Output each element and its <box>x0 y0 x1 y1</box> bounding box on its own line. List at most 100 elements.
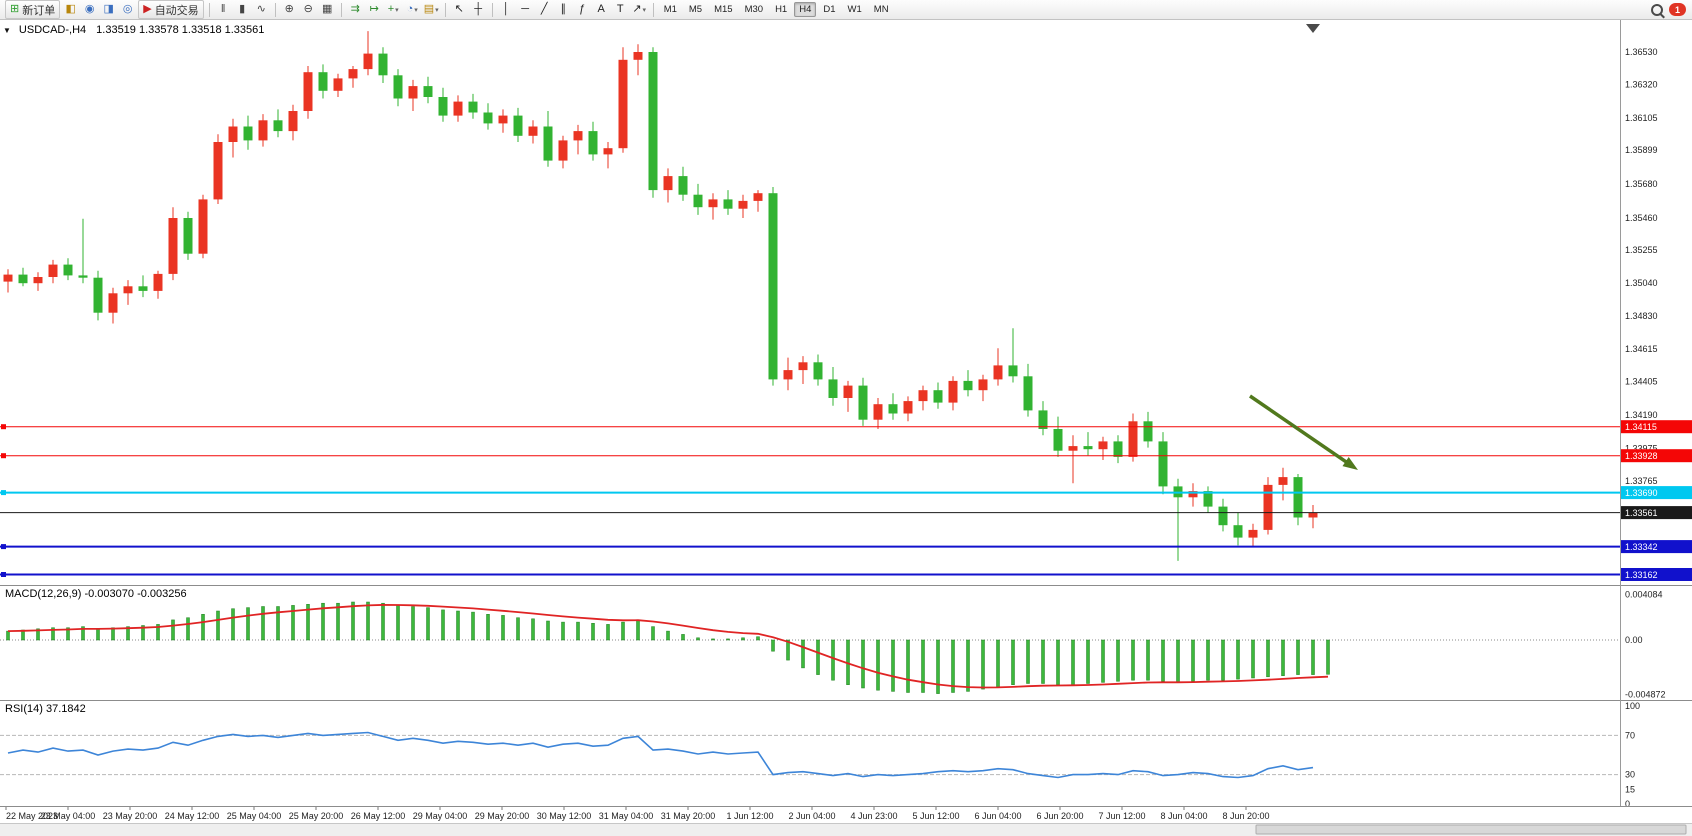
fibonacci-icon[interactable]: ƒ <box>574 1 591 18</box>
macd-indicator-label: MACD(12,26,9) -0.003070 -0.003256 <box>5 588 187 600</box>
toolbar-separator <box>208 2 210 17</box>
new-order-button[interactable]: ⊞ 新订单 <box>5 0 61 19</box>
search-icon[interactable] <box>1651 3 1663 16</box>
price-lines[interactable]: 1.34115 1.33928 1.33690 1.33561 1.33342 1.331… <box>0 420 1692 581</box>
horizontal-scrollbar[interactable] <box>0 823 1692 836</box>
navigator-icon: ◉ <box>84 3 95 15</box>
templates-icon[interactable]: ▤ ▾ <box>423 1 440 18</box>
strategy-tester-icon[interactable]: ◎ <box>119 1 136 18</box>
time-tick-label: 30 May 12:00 <box>537 811 592 821</box>
periods-icon: ◔ <box>406 3 414 15</box>
time-tick-label: 24 May 12:00 <box>165 811 220 821</box>
text-label-icon: T <box>616 3 624 15</box>
cursor-icon[interactable]: ↖ <box>451 1 468 18</box>
auto-scroll-icon[interactable]: ⇉ <box>347 1 364 18</box>
timeframe-m1[interactable]: M1 <box>663 4 677 15</box>
time-tick-label: 25 May 04:00 <box>227 811 282 821</box>
autotrading-button[interactable]: ▶ 自动交易 <box>138 0 204 19</box>
chart-shift-marker[interactable] <box>1306 24 1320 33</box>
macd-axis-label: -0.004872 <box>1625 689 1666 699</box>
macd-pane: 0.004084 0.00 -0.004872 <box>0 589 1666 699</box>
tile-windows-icon[interactable]: ▦ <box>319 1 336 18</box>
rsi-line <box>7 731 1314 779</box>
market-watch-icon[interactable]: ◧ <box>62 1 79 18</box>
periods-icon[interactable]: ◔ ▾ <box>404 1 421 18</box>
timeframe-mn[interactable]: MN <box>873 4 889 15</box>
time-tick-label: 31 May 04:00 <box>599 811 654 821</box>
crosshair-icon[interactable]: ┼ <box>470 1 487 18</box>
line-handle <box>1 490 6 496</box>
chevron-down-icon: ▾ <box>414 6 418 14</box>
templates-icon: ▤ <box>423 3 435 15</box>
time-tick-label: 4 Jun 23:00 <box>850 811 897 821</box>
bar-chart-icon[interactable]: ‖ <box>215 1 232 18</box>
macd-signal-line <box>7 603 1329 689</box>
time-tick-label: 5 Jun 12:00 <box>912 811 959 821</box>
price-tick-label: 1.35899 <box>1625 145 1658 155</box>
toolbar: ⊞ 新订单 ◧ ◉ ◨ ◎ ▶ 自动交易 ‖ ▮ ∿ ⊕ ⊖ ▦ ⇉ ↦ + ▾ ◔ ▾ ▤ ▾ ↖ ┼ │ ─ ╱ ∥ ƒ A T ↗ ▾ M1… <box>0 0 1692 20</box>
chart-shift-icon[interactable]: ↦ <box>366 1 383 18</box>
market-watch-icon: ◧ <box>65 3 76 15</box>
price-tag-label: 1.33690 <box>1625 488 1658 498</box>
timeframe-d1[interactable]: D1 <box>823 4 836 15</box>
autotrading-icon: ▶ <box>143 3 152 15</box>
text-icon[interactable]: A <box>593 1 610 18</box>
price-tick-label: 1.34405 <box>1625 377 1658 387</box>
timeframe-w1[interactable]: W1 <box>847 4 862 15</box>
price-tag-label: 1.33342 <box>1625 542 1658 552</box>
macd-axis-label: 0.004084 <box>1625 589 1663 599</box>
price-tick-label: 1.36530 <box>1625 47 1658 57</box>
time-tick-label: 23 May 20:00 <box>103 811 158 821</box>
rsi-axis-label: 30 <box>1625 770 1635 780</box>
navigator-icon[interactable]: ◉ <box>81 1 98 18</box>
indicators-icon[interactable]: + ▾ <box>385 1 402 18</box>
timeframe-h4[interactable]: H4 <box>794 2 817 17</box>
toolbar-separator <box>652 2 654 17</box>
time-tick-label: 2 Jun 04:00 <box>788 811 835 821</box>
price-tick-label: 1.36320 <box>1625 80 1658 90</box>
line-handle <box>1 424 6 430</box>
arrows-icon[interactable]: ↗ ▾ <box>631 1 648 18</box>
zoom-in-icon[interactable]: ⊕ <box>281 1 298 18</box>
scrollbar-thumb[interactable] <box>1255 824 1687 835</box>
timeframe-m5[interactable]: M5 <box>688 4 703 15</box>
time-tick-label: 23 May 04:00 <box>41 811 96 821</box>
bar-chart-icon: ‖ <box>220 3 226 15</box>
time-tick-label: 6 Jun 20:00 <box>1036 811 1083 821</box>
chart-menu-icon[interactable]: ▼ <box>3 25 11 35</box>
timeframe-h1[interactable]: H1 <box>775 4 788 15</box>
chart-canvas[interactable]: 1.36530 1.36320 1.36105 1.35899 1.35680 1.354… <box>0 20 1692 836</box>
time-tick-label: 22 May 2023 <box>6 811 58 821</box>
timeframe-m30[interactable]: M30 <box>744 4 764 15</box>
arrows-icon: ↗ <box>632 3 642 15</box>
line-chart-icon[interactable]: ∿ <box>253 1 270 18</box>
trendline-icon[interactable]: ╱ <box>536 1 553 18</box>
text-label-icon[interactable]: T <box>612 1 629 18</box>
timeframe-m15[interactable]: M15 <box>714 4 733 15</box>
trend-arrow[interactable] <box>1249 394 1358 470</box>
price-tag <box>1621 568 1692 581</box>
time-tick-label: 8 Jun 20:00 <box>1222 811 1269 821</box>
candlestick-chart-icon[interactable]: ▮ <box>234 1 251 18</box>
price-tick-label: 1.34615 <box>1625 344 1658 354</box>
price-tag-label: 1.33561 <box>1625 508 1658 518</box>
vertical-line-icon: │ <box>502 3 510 15</box>
zoom-in-icon: ⊕ <box>284 3 294 15</box>
price-tag <box>1621 420 1692 434</box>
price-axis: 1.36530 1.36320 1.36105 1.35899 1.35680 1.354… <box>1625 47 1658 486</box>
horizontal-line-icon: ─ <box>521 3 530 15</box>
zoom-out-icon[interactable]: ⊖ <box>300 1 317 18</box>
vertical-line-icon[interactable]: │ <box>498 1 515 18</box>
toolbar-separator <box>491 2 493 17</box>
time-tick-label: 29 May 20:00 <box>475 811 530 821</box>
notification-badge[interactable]: 1 <box>1669 3 1686 16</box>
line-handle <box>1 544 6 550</box>
price-tag <box>1621 540 1692 554</box>
equidistant-channel-icon[interactable]: ∥ <box>555 1 572 18</box>
auto-scroll-icon: ⇉ <box>350 3 360 15</box>
terminal-icon[interactable]: ◨ <box>100 1 117 18</box>
horizontal-line-icon[interactable]: ─ <box>517 1 534 18</box>
time-tick-label: 25 May 20:00 <box>289 811 344 821</box>
indicators-icon: + <box>387 3 395 15</box>
